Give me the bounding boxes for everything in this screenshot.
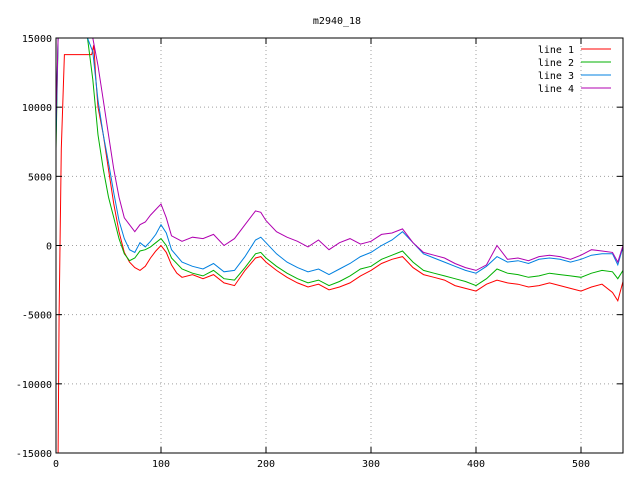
x-tick-label: 400 [467,459,485,470]
axis-ticks: 0 100 200 300 400 500 -15000 -10000 -5000 0 5000 10… [16,34,623,470]
series-group [56,38,623,453]
y-tick-label: 5000 [28,172,52,183]
grid [56,38,623,453]
legend-label: line 2 [538,58,574,69]
series-line-4 [56,38,623,271]
legend: line 1 line 2 line 3 line 4 [538,45,611,95]
x-tick-label: 100 [152,459,170,470]
legend-label: line 4 [538,84,574,95]
legend-label: line 3 [538,71,574,82]
y-tick-label: -15000 [16,449,52,460]
legend-label: line 1 [538,45,574,56]
y-tick-label: -10000 [16,380,52,391]
plot-frame [55,37,624,454]
y-tick-label: -5000 [22,311,52,322]
chart-title: m2940_18 [313,16,361,27]
series-line-1 [56,44,623,453]
y-tick-label: 15000 [22,34,52,45]
x-tick-label: 0 [53,459,59,470]
y-tick-label: 0 [46,242,52,253]
x-tick-label: 300 [362,459,380,470]
series-line-3 [56,38,623,276]
x-tick-label: 200 [257,459,275,470]
series-line-2 [56,38,623,287]
x-tick-label: 500 [572,459,590,470]
y-tick-label: 10000 [22,103,52,114]
